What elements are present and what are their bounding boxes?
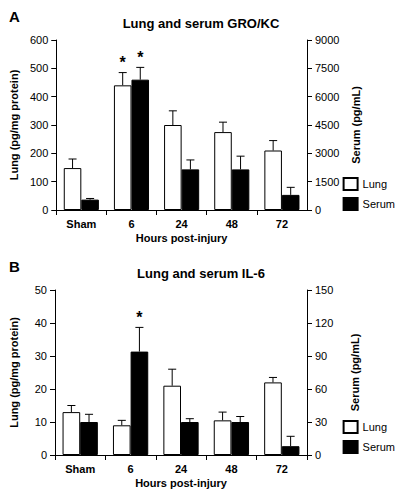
svg-text:*: *: [137, 49, 144, 66]
svg-text:600: 600: [30, 34, 48, 46]
svg-text:0: 0: [41, 449, 47, 461]
svg-text:3000: 3000: [315, 147, 339, 159]
svg-text:72: 72: [276, 463, 288, 475]
svg-text:*: *: [136, 309, 143, 326]
svg-text:20: 20: [35, 383, 47, 395]
svg-text:150: 150: [315, 284, 333, 296]
svg-text:120: 120: [315, 317, 333, 329]
svg-text:Lung and serum IL-6: Lung and serum IL-6: [137, 266, 265, 281]
svg-text:90: 90: [315, 350, 327, 362]
svg-text:48: 48: [226, 218, 238, 230]
svg-text:Serum (pg/mL): Serum (pg/mL): [349, 333, 361, 411]
svg-text:30: 30: [315, 416, 327, 428]
svg-text:24: 24: [175, 463, 188, 475]
svg-text:1500: 1500: [315, 176, 339, 188]
svg-text:50: 50: [35, 284, 47, 296]
svg-text:7500: 7500: [315, 62, 339, 74]
svg-text:400: 400: [30, 91, 48, 103]
svg-text:10: 10: [35, 416, 47, 428]
svg-text:Serum: Serum: [363, 441, 395, 453]
svg-text:200: 200: [30, 147, 48, 159]
svg-text:100: 100: [30, 176, 48, 188]
svg-text:30: 30: [35, 350, 47, 362]
svg-text:Sham: Sham: [66, 218, 96, 230]
svg-text:24: 24: [176, 218, 189, 230]
svg-text:6: 6: [128, 218, 134, 230]
svg-text:Lung and serum GRO/KC: Lung and serum GRO/KC: [123, 16, 280, 31]
svg-text:A: A: [9, 8, 20, 25]
svg-text:Sham: Sham: [65, 463, 95, 475]
svg-text:Lung (pg/mg protein): Lung (pg/mg protein): [8, 317, 20, 428]
svg-text:4500: 4500: [315, 119, 339, 131]
svg-text:B: B: [9, 258, 20, 275]
svg-text:40: 40: [35, 317, 47, 329]
svg-text:0: 0: [315, 204, 321, 216]
svg-text:300: 300: [30, 119, 48, 131]
svg-text:500: 500: [30, 62, 48, 74]
svg-text:Serum: Serum: [363, 198, 395, 210]
svg-text:0: 0: [315, 449, 321, 461]
svg-text:6: 6: [128, 463, 134, 475]
svg-text:Hours post-injury: Hours post-injury: [135, 477, 228, 489]
svg-text:60: 60: [315, 383, 327, 395]
svg-text:48: 48: [225, 463, 237, 475]
svg-text:Lung (pg/mg protein): Lung (pg/mg protein): [8, 69, 20, 180]
svg-text:*: *: [120, 54, 127, 71]
svg-text:Lung: Lung: [363, 421, 387, 433]
svg-text:6000: 6000: [315, 91, 339, 103]
svg-text:0: 0: [42, 204, 48, 216]
svg-text:Lung: Lung: [363, 178, 387, 190]
svg-text:Hours post-injury: Hours post-injury: [136, 232, 229, 244]
svg-text:Serum (pg/mL): Serum (pg/mL): [350, 86, 362, 164]
svg-text:9000: 9000: [315, 34, 339, 46]
svg-text:72: 72: [276, 218, 288, 230]
